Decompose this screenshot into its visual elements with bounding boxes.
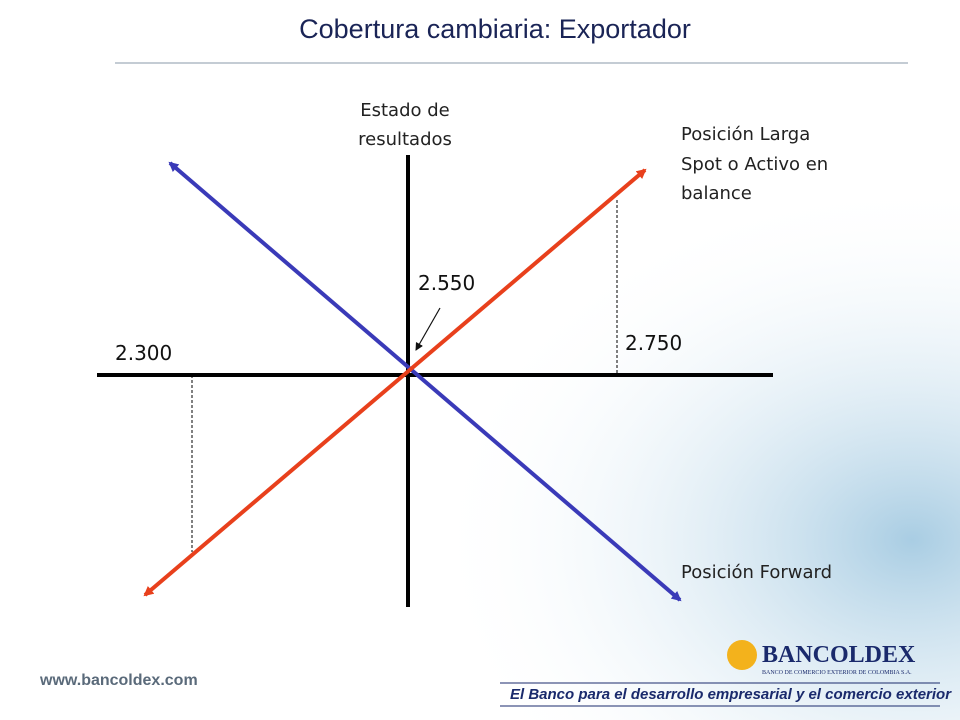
brand-subtitle: BANCO DE COMERCIO EXTERIOR DE COLOMBIA S…	[762, 670, 912, 676]
axis-label: resultados	[358, 129, 452, 150]
logo-icon	[727, 640, 757, 670]
line-label: Spot o Activo en	[681, 154, 828, 175]
title: Cobertura cambiaria: Exportador	[299, 14, 691, 44]
line-label: balance	[681, 183, 752, 204]
brand: BANCOLDEX	[762, 642, 916, 668]
rate-label: 2.750	[625, 331, 682, 355]
slogan: El Banco para el desarrollo empresarial …	[510, 686, 952, 703]
pointer-arrow	[415, 307, 441, 351]
axis-label: Estado de	[360, 100, 450, 121]
rate-label: 2.550	[418, 271, 475, 295]
line-label: Posición Larga	[681, 124, 810, 145]
line-label: Posición Forward	[681, 562, 832, 583]
footer-url: www.bancoldex.com	[39, 672, 198, 689]
rate-label: 2.300	[115, 341, 172, 365]
spot-line	[143, 168, 647, 597]
title-box	[88, 0, 903, 57]
